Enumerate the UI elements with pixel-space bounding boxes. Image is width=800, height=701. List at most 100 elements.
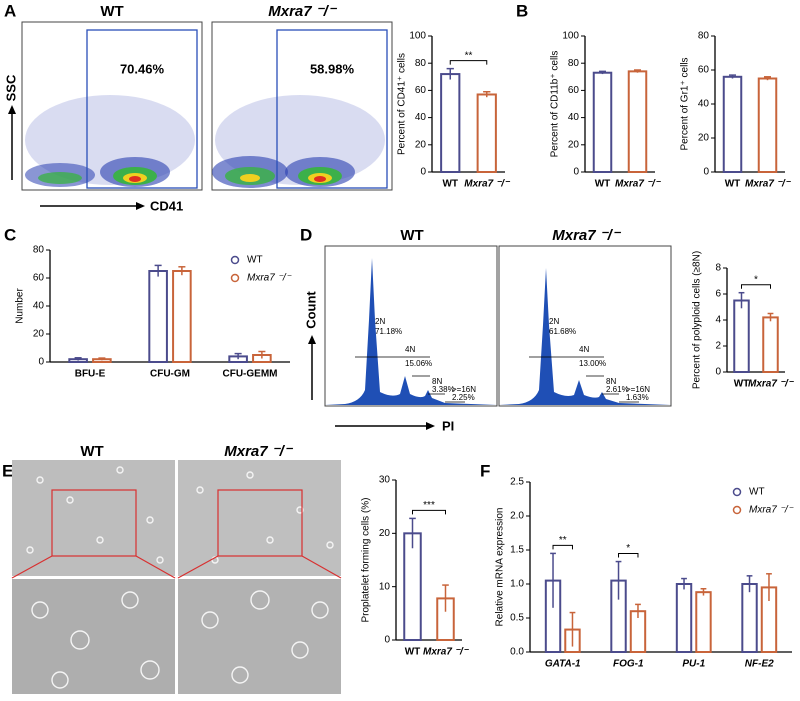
x-tick-label: Mxra7 ⁻/⁻ [464, 179, 511, 190]
y-tick-label: 20 [698, 133, 710, 144]
arrow-head [136, 202, 145, 210]
significance-label: * [626, 543, 630, 554]
micrograph-zoom [12, 579, 175, 694]
y-tick-label: 80 [415, 58, 427, 69]
significance-bracket [449, 60, 488, 65]
x-tick-label: PU-1 [682, 659, 705, 670]
legend-marker [732, 505, 742, 515]
gate [86, 29, 198, 189]
peak-name: 8N [432, 377, 442, 386]
y-tick-label: 0 [573, 167, 579, 178]
x-tick-label: WT [725, 179, 741, 190]
y-tick-label: 60 [33, 273, 45, 284]
peak-percent: 1.63% [626, 393, 649, 402]
x-tick-label: WT [442, 179, 458, 190]
significance-label: ** [465, 50, 473, 61]
y-tick-label: 0.0 [510, 647, 524, 658]
x-tick-label: NF-E2 [745, 659, 774, 670]
y-tick-label: 20 [568, 139, 580, 150]
flow-title: WT [100, 3, 123, 20]
panel-letter: A [4, 1, 16, 20]
flow-y-label: SSC [3, 74, 18, 101]
micrographs: WT Mxra7 ⁻/⁻ [11, 443, 342, 694]
y-tick-label: 30 [379, 475, 391, 486]
panel-letter: C [4, 225, 16, 244]
legend-marker [230, 255, 240, 265]
y-tick-label: 40 [33, 301, 45, 312]
significance-label: *** [423, 500, 435, 511]
x-tick-label: Mxra7 ⁻/⁻ [423, 647, 470, 658]
peak-name: >=16N [452, 385, 476, 394]
peak-percent: 13.00% [579, 359, 606, 368]
y-axis-label: Number [15, 288, 26, 324]
y-tick-label: 60 [698, 65, 710, 76]
significance-bracket [741, 284, 771, 289]
histogram-title: Mxra7 ⁻/⁻ [552, 227, 622, 244]
gate-markers [355, 356, 639, 403]
y-tick-label: 2.0 [510, 511, 524, 522]
y-tick-label: 80 [33, 245, 45, 256]
panel-letter: D [300, 225, 312, 244]
y-axis-label: Percent of polyploid cells (≥8N) [692, 251, 703, 389]
arrow-head [308, 335, 316, 344]
histogram-frame [498, 245, 672, 407]
micrograph-title: WT [80, 443, 103, 460]
legend-label: Mxra7 ⁻/⁻ [749, 505, 794, 516]
ploidy-histograms: WT Mxra7 ⁻/⁻ 2N 71.18% 4N 15.06% 8N 3.38… [303, 227, 672, 433]
y-tick-label: 0 [420, 167, 426, 178]
legend-label: WT [749, 487, 765, 498]
y-tick-label: 0 [384, 635, 390, 646]
flow-cloud [212, 95, 385, 188]
peak-name: 4N [405, 345, 415, 354]
flow-title: Mxra7 ⁻/⁻ [268, 3, 338, 20]
y-tick-label: 4 [715, 315, 721, 326]
y-tick-label: 60 [568, 85, 580, 96]
x-tick-label: WT [405, 647, 421, 658]
y-tick-label: 60 [415, 85, 427, 96]
y-tick-label: 100 [562, 31, 579, 42]
legend-marker [732, 487, 742, 497]
flow-plots: WT Mxra7 ⁻/⁻ 70.46% 58.98% SSC CD41 [3, 3, 393, 213]
y-tick-label: 40 [568, 112, 580, 123]
y-tick-label: 40 [415, 112, 427, 123]
y-tick-label: 2 [715, 341, 721, 352]
histogram-frame [324, 245, 498, 407]
y-tick-label: 2.5 [510, 477, 524, 488]
arrow-head [426, 422, 435, 430]
y-tick-label: 10 [379, 581, 391, 592]
gate-label: 58.98% [310, 61, 355, 76]
significance-label: * [754, 274, 758, 285]
flow-cloud [25, 95, 195, 187]
y-tick-label: 0 [715, 367, 721, 378]
significance-label: ** [559, 535, 567, 546]
bar [757, 77, 778, 173]
x-tick-label: CFU-GM [150, 369, 190, 380]
peak-name: 4N [579, 345, 589, 354]
x-tick-label: CFU-GEMM [223, 369, 278, 380]
histogram-title: WT [400, 227, 423, 244]
micrograph-zoom [178, 579, 341, 694]
peak-percent: 2.61% [606, 385, 629, 394]
y-axis-label: Percent of CD41⁺ cells [397, 53, 408, 155]
y-tick-label: 1.5 [510, 545, 524, 556]
peak-percent: 71.18% [375, 327, 402, 336]
histogram-shape [499, 268, 671, 405]
y-axis-label: Proplatelet forming cells (%) [361, 497, 372, 622]
micrograph [12, 460, 175, 576]
y-tick-label: 6 [715, 289, 721, 300]
y-tick-label: 1.0 [510, 579, 524, 590]
y-tick-label: 8 [715, 263, 721, 274]
legend-marker [230, 273, 240, 283]
micrograph [178, 460, 341, 576]
peak-percent: 2.25% [452, 393, 475, 402]
x-tick-label: WT [595, 179, 611, 190]
y-tick-label: 0.5 [510, 613, 524, 624]
x-tick-label: GATA-1 [545, 659, 581, 670]
histogram-x-label: PI [442, 418, 454, 433]
x-tick-label: Mxra7 ⁻/⁻ [748, 379, 795, 390]
y-tick-label: 0 [38, 357, 44, 368]
peak-name: 2N [549, 317, 559, 326]
gate [276, 29, 388, 189]
